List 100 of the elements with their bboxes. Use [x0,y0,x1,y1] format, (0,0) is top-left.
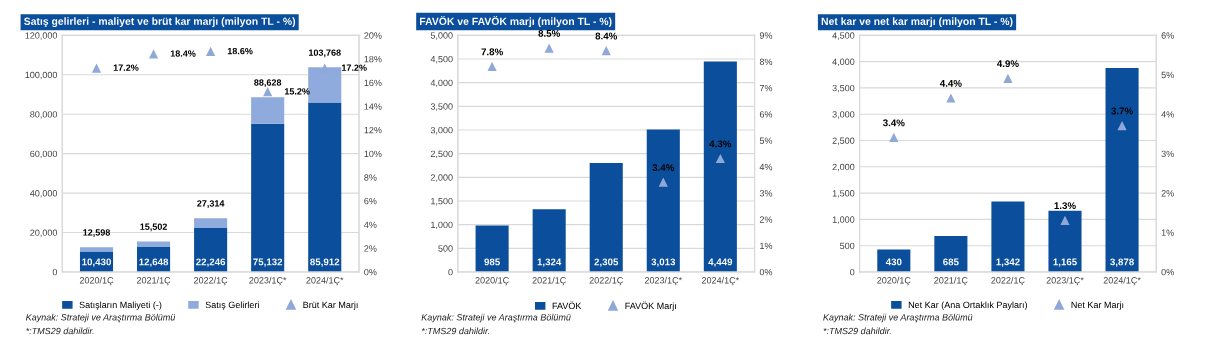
y2-tick-label: 6% [1161,32,1174,39]
y-tick-label: 4,000 [430,79,453,88]
bar [308,102,342,272]
y2-tick-label: 1% [1161,229,1174,236]
y-tick-label: 100,000 [25,71,58,80]
point [487,62,497,72]
y2-tick-label: 1% [760,242,773,250]
y-tick-label: 1,500 [431,197,453,206]
y-tick-label: 40,000 [30,190,58,198]
total-label: 12,598 [83,229,111,237]
bar [194,228,228,272]
legend-label: FAVÖK Marjı [625,301,676,311]
y-tick-label: 0 [52,268,58,276]
data-label: 17.2% [341,64,367,71]
bar [79,247,114,252]
x-tick-label: 2020/1Ç [475,276,509,286]
y-tick-label: 2,000 [832,163,855,172]
bar [877,249,911,272]
y-tick-label: 2,500 [832,137,855,145]
data-label: 22,246 [196,258,226,267]
y-tick-label: 2,500 [430,150,453,159]
y-tick-label: 3,500 [832,84,855,93]
y2-tick-label: 12% [364,126,382,134]
y-tick-label: 120,000 [25,32,58,40]
data-label: 15.2% [284,88,310,95]
data-label: 3.7% [1111,107,1133,115]
y2-tick-label: 14% [364,103,382,110]
y2-tick-label: 9% [759,32,773,39]
data-label: 1.3% [1054,202,1076,210]
x-tick-label: 2023/1Ç* [249,276,287,286]
x-tick-label: 2021/1Ç [934,276,968,286]
x-tick-label: 2020/1Ç [79,276,114,286]
point [263,87,272,97]
legend-label: Brüt Kar Marjı [303,301,358,310]
y-tick-label: 1,000 [832,216,855,224]
y2-tick-label: 10% [364,150,382,158]
y-tick-label: 4,500 [832,32,855,40]
y2-tick-label: 0% [759,268,773,276]
y-tick-label: 4,500 [430,55,453,64]
point [1117,121,1127,131]
total-label: 15,502 [140,223,168,232]
data-label: 3.4% [882,119,905,127]
y-tick-label: 1,500 [832,190,855,198]
y2-tick-label: 5% [1161,71,1174,79]
y2-tick-label: 2% [1161,190,1174,197]
legend-label: Satış Gelirleri [205,301,259,310]
y2-tick-label: 18% [364,55,382,63]
data-label: 4,449 [708,258,733,267]
y-tick-label: 3,000 [430,126,453,135]
data-label: 10,430 [82,258,111,267]
bar [194,218,228,229]
y2-tick-label: 3% [759,190,773,197]
bar [137,241,171,248]
point [545,44,554,53]
data-label: 85,912 [310,258,340,267]
y-tick-label: 3,500 [430,103,453,111]
legend-label: FAVÖK [552,301,582,310]
text: Kaynak: Strateji ve Araştırma Bölümü [421,313,571,323]
bar [589,162,623,272]
y-tick-label: 3,000 [832,111,855,119]
point [1003,74,1013,83]
data-label: 18.6% [227,47,253,55]
y2-tick-label: 4% [1161,111,1174,118]
legend-label: Net Kar Marjı [1071,301,1124,310]
y-tick-label: 0 [448,268,453,276]
y2-tick-label: 0% [364,268,377,276]
point [1060,216,1070,225]
chart-title: FAVÖK ve FAVÖK marjı (milyon TL - %) [420,15,612,28]
bar [1048,210,1082,272]
bar [308,67,342,103]
bar [251,123,285,272]
text: *:TMS29 dahildir. [26,327,94,335]
point [889,133,898,143]
point [206,47,215,57]
data-label: 685 [943,258,959,266]
y2-tick-label: 8% [759,58,773,65]
data-label: 3,013 [651,258,676,267]
y-tick-label: 20,000 [30,229,58,237]
x-tick-label: 2022/1Ç [589,276,623,286]
data-label: 4.4% [939,79,962,87]
total-label: 88,628 [254,79,282,87]
y2-tick-label: 8% [364,174,377,181]
y-tick-label: 4,000 [832,58,855,67]
y2-tick-label: 20% [364,32,382,39]
total-label: 27,314 [197,200,225,208]
y-tick-label: 0 [850,268,855,276]
y2-tick-label: 4% [759,163,773,171]
y-tick-label: 5,000 [430,32,453,40]
bar [646,129,680,272]
legend-label: Net Kar (Ana Ortaklık Payları) [908,301,1027,310]
data-label: 1,324 [537,258,562,267]
x-tick-label: 2024/1Ç* [306,276,344,286]
point [92,64,101,73]
point [946,94,956,103]
data-label: 985 [484,258,500,266]
bar [1105,68,1139,272]
text: *:TMS29 dahildir. [823,327,891,335]
chart-title: Satış gelirleri - maliyet ve brüt kar marjı (milyon TL - %) [24,17,296,28]
bar [703,61,737,272]
point [659,178,668,187]
